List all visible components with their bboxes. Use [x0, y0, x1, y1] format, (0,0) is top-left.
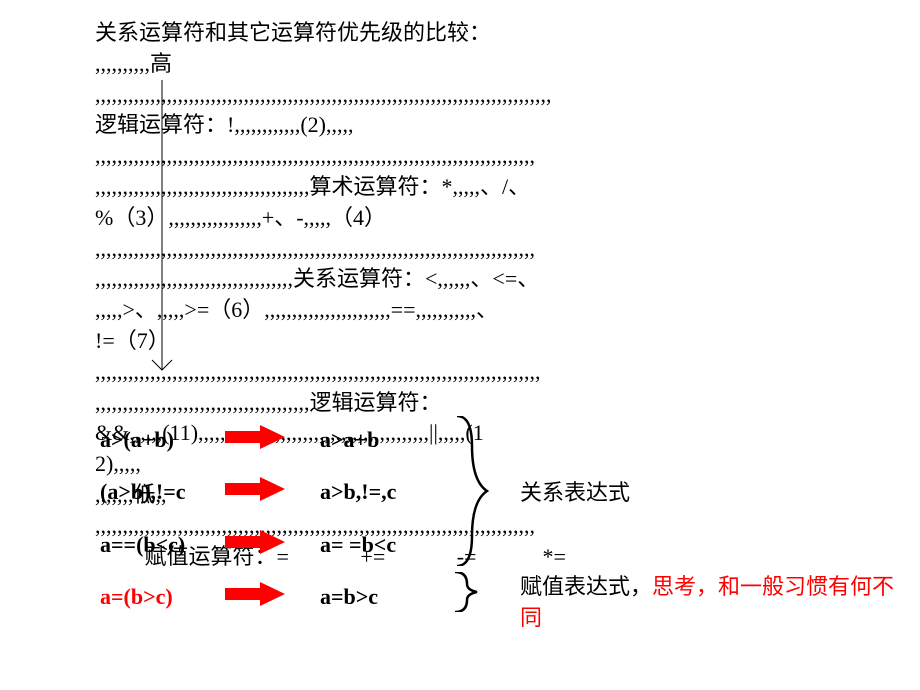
text-line: ,,,,,,,,,,,,,,,,,,,,,,,,,,,,,,,,,,,,,,,,…: [95, 357, 920, 388]
text-line: 逻辑运算符：!,,,,,,,,,,,,(2),,,,,: [95, 110, 920, 141]
expr-rhs: a= =b<c: [320, 532, 396, 558]
fat-arrow-icon: [220, 477, 290, 507]
text-line: ,,,,,,,,,,,,,,,,,,,,,,,,,,,,,,,,,,,,,,,逻…: [95, 388, 920, 419]
fat-arrow-icon: [220, 582, 290, 612]
text-line: ,,,,,,,,,,,,,,,,,,,,,,,,,,,,,,,,,,,,关系运算…: [95, 264, 920, 295]
brace-icon: [447, 572, 487, 612]
relation-expression-label: 关系表达式: [520, 475, 630, 507]
text-line: %（3）,,,,,,,,,,,,,,,,,+、-,,,,,（4）: [95, 203, 920, 234]
text-line: !=（7）: [95, 326, 920, 357]
text-line: ,,,,,>、,,,,,>=（6）,,,,,,,,,,,,,,,,,,,,,,,…: [95, 295, 920, 326]
expr-lhs: a=(b>c): [100, 584, 220, 610]
expression-row: (a>b),!=c a>b,!=,c: [100, 475, 396, 509]
assign-label-black: 赋值表达式，: [520, 574, 652, 599]
text-line: ,,,,,,,,,,,,,,,,,,,,,,,,,,,,,,,,,,,,,,,算…: [95, 172, 920, 203]
expr-lhs: a>(a+b): [100, 427, 220, 453]
text-line: ,,,,,,,,,,,,,,,,,,,,,,,,,,,,,,,,,,,,,,,,…: [95, 80, 920, 111]
expr-rhs: a=b>c: [320, 584, 378, 610]
expression-row: a==(b<c) a= =b<c: [100, 528, 396, 562]
expr-rhs: a>a+b: [320, 427, 379, 453]
expression-row: a>(a+b) a>a+b: [100, 423, 379, 457]
fat-arrow-icon: [220, 530, 290, 560]
text-line: ,,,,,,,,,,,,,,,,,,,,,,,,,,,,,,,,,,,,,,,,…: [95, 234, 920, 265]
fat-arrow-icon: [220, 425, 290, 455]
text-line: 关系运算符和其它运算符优先级的比较：: [95, 18, 920, 49]
expr-lhs: a==(b<c): [100, 532, 220, 558]
text-line: ,,,,,,,,,,,,,,,,,,,,,,,,,,,,,,,,,,,,,,,,…: [95, 141, 920, 172]
expression-row: a=(b>c) a=b>c: [100, 580, 378, 614]
assignment-expression-label: 赋值表达式，思考，和一般习惯有何不同: [520, 572, 900, 634]
expr-rhs: a>b,!=,c: [320, 479, 396, 505]
expr-lhs: (a>b),!=c: [100, 479, 220, 505]
text-line: ,,,,,,,,,,高: [95, 49, 920, 80]
